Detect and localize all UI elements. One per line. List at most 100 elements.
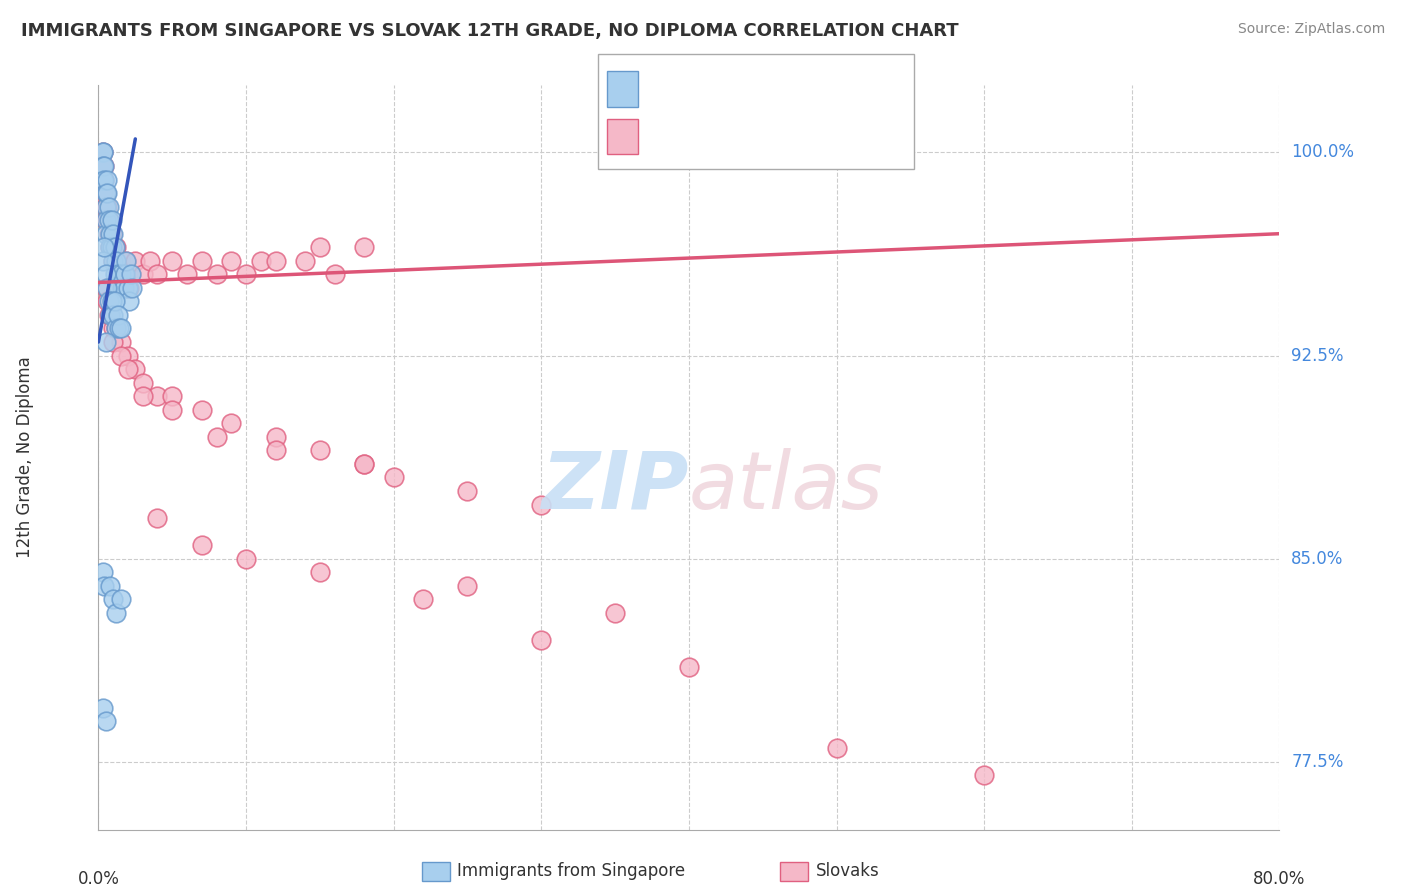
Point [309, 443, 332, 458]
Point [104, 240, 127, 254]
Point [91, 253, 114, 268]
Point [98, 308, 121, 322]
Point [120, 268, 142, 282]
Text: 77.5%: 77.5% [1291, 753, 1344, 771]
Point [124, 362, 146, 376]
Point [103, 308, 125, 322]
Point [98, 308, 121, 322]
Point [94, 200, 117, 214]
Point [97, 200, 120, 214]
Point [98, 227, 121, 241]
Point [91, 145, 114, 160]
Point [94, 186, 117, 200]
Point [97, 213, 120, 227]
Point [96, 294, 118, 309]
Point [91, 172, 114, 186]
Point [94, 281, 117, 295]
Point [94, 268, 117, 282]
Point [108, 268, 131, 282]
Point [118, 281, 141, 295]
Point [94, 186, 117, 200]
Point [117, 281, 139, 295]
Text: Slovaks: Slovaks [815, 863, 879, 880]
Text: R =  0.035    N = 89: R = 0.035 N = 89 [647, 126, 828, 144]
Text: IMMIGRANTS FROM SINGAPORE VS SLOVAK 12TH GRADE, NO DIPLOMA CORRELATION CHART: IMMIGRANTS FROM SINGAPORE VS SLOVAK 12TH… [21, 22, 959, 40]
Point [97, 308, 120, 322]
Point [117, 268, 139, 282]
Point [100, 240, 122, 254]
Point [104, 240, 127, 254]
Point [412, 592, 434, 607]
Point [132, 376, 155, 390]
Point [121, 281, 143, 295]
Point [191, 253, 214, 268]
Point [100, 227, 122, 241]
Point [100, 294, 122, 309]
Point [96, 200, 118, 214]
Point [162, 402, 183, 417]
Point [191, 402, 214, 417]
Point [91, 159, 114, 173]
Point [97, 213, 120, 227]
Point [103, 227, 125, 241]
Point [176, 268, 198, 282]
Point [530, 498, 553, 512]
Point [353, 457, 375, 471]
Point [457, 483, 479, 498]
Point [91, 186, 114, 200]
Point [294, 253, 316, 268]
Point [93, 240, 115, 254]
Point [264, 443, 287, 458]
Text: Source: ZipAtlas.com: Source: ZipAtlas.com [1237, 22, 1385, 37]
Point [103, 321, 125, 335]
Point [110, 334, 132, 349]
Point [93, 172, 115, 186]
Point [97, 227, 120, 241]
Point [108, 321, 131, 335]
Text: 100.0%: 100.0% [1291, 144, 1354, 161]
Point [110, 268, 132, 282]
Point [91, 700, 114, 714]
Point [221, 417, 243, 431]
Point [98, 240, 121, 254]
Point [264, 430, 287, 444]
Point [457, 579, 479, 593]
Point [93, 159, 115, 173]
Point [105, 606, 128, 620]
Point [94, 213, 117, 227]
Point [100, 240, 122, 254]
Point [107, 253, 129, 268]
Point [353, 240, 375, 254]
Point [103, 253, 125, 268]
Point [110, 592, 132, 607]
Point [973, 768, 995, 782]
Point [382, 470, 405, 484]
Point [250, 253, 273, 268]
Point [97, 294, 120, 309]
Point [309, 240, 332, 254]
Point [825, 741, 848, 756]
Point [146, 511, 169, 525]
Point [96, 186, 118, 200]
Point [162, 389, 183, 403]
Point [107, 268, 129, 282]
Point [530, 632, 553, 647]
Point [93, 172, 115, 186]
Point [146, 268, 169, 282]
Text: 92.5%: 92.5% [1291, 347, 1344, 365]
Point [103, 240, 125, 254]
Point [96, 172, 118, 186]
Point [96, 213, 118, 227]
Point [235, 551, 257, 566]
Point [105, 253, 128, 268]
Point [111, 268, 134, 282]
Point [115, 253, 138, 268]
Point [105, 321, 128, 335]
Point [205, 430, 228, 444]
Point [91, 566, 114, 580]
Point [105, 240, 128, 254]
Point [323, 268, 346, 282]
Point [132, 268, 155, 282]
Point [91, 159, 114, 173]
Point [91, 145, 114, 160]
